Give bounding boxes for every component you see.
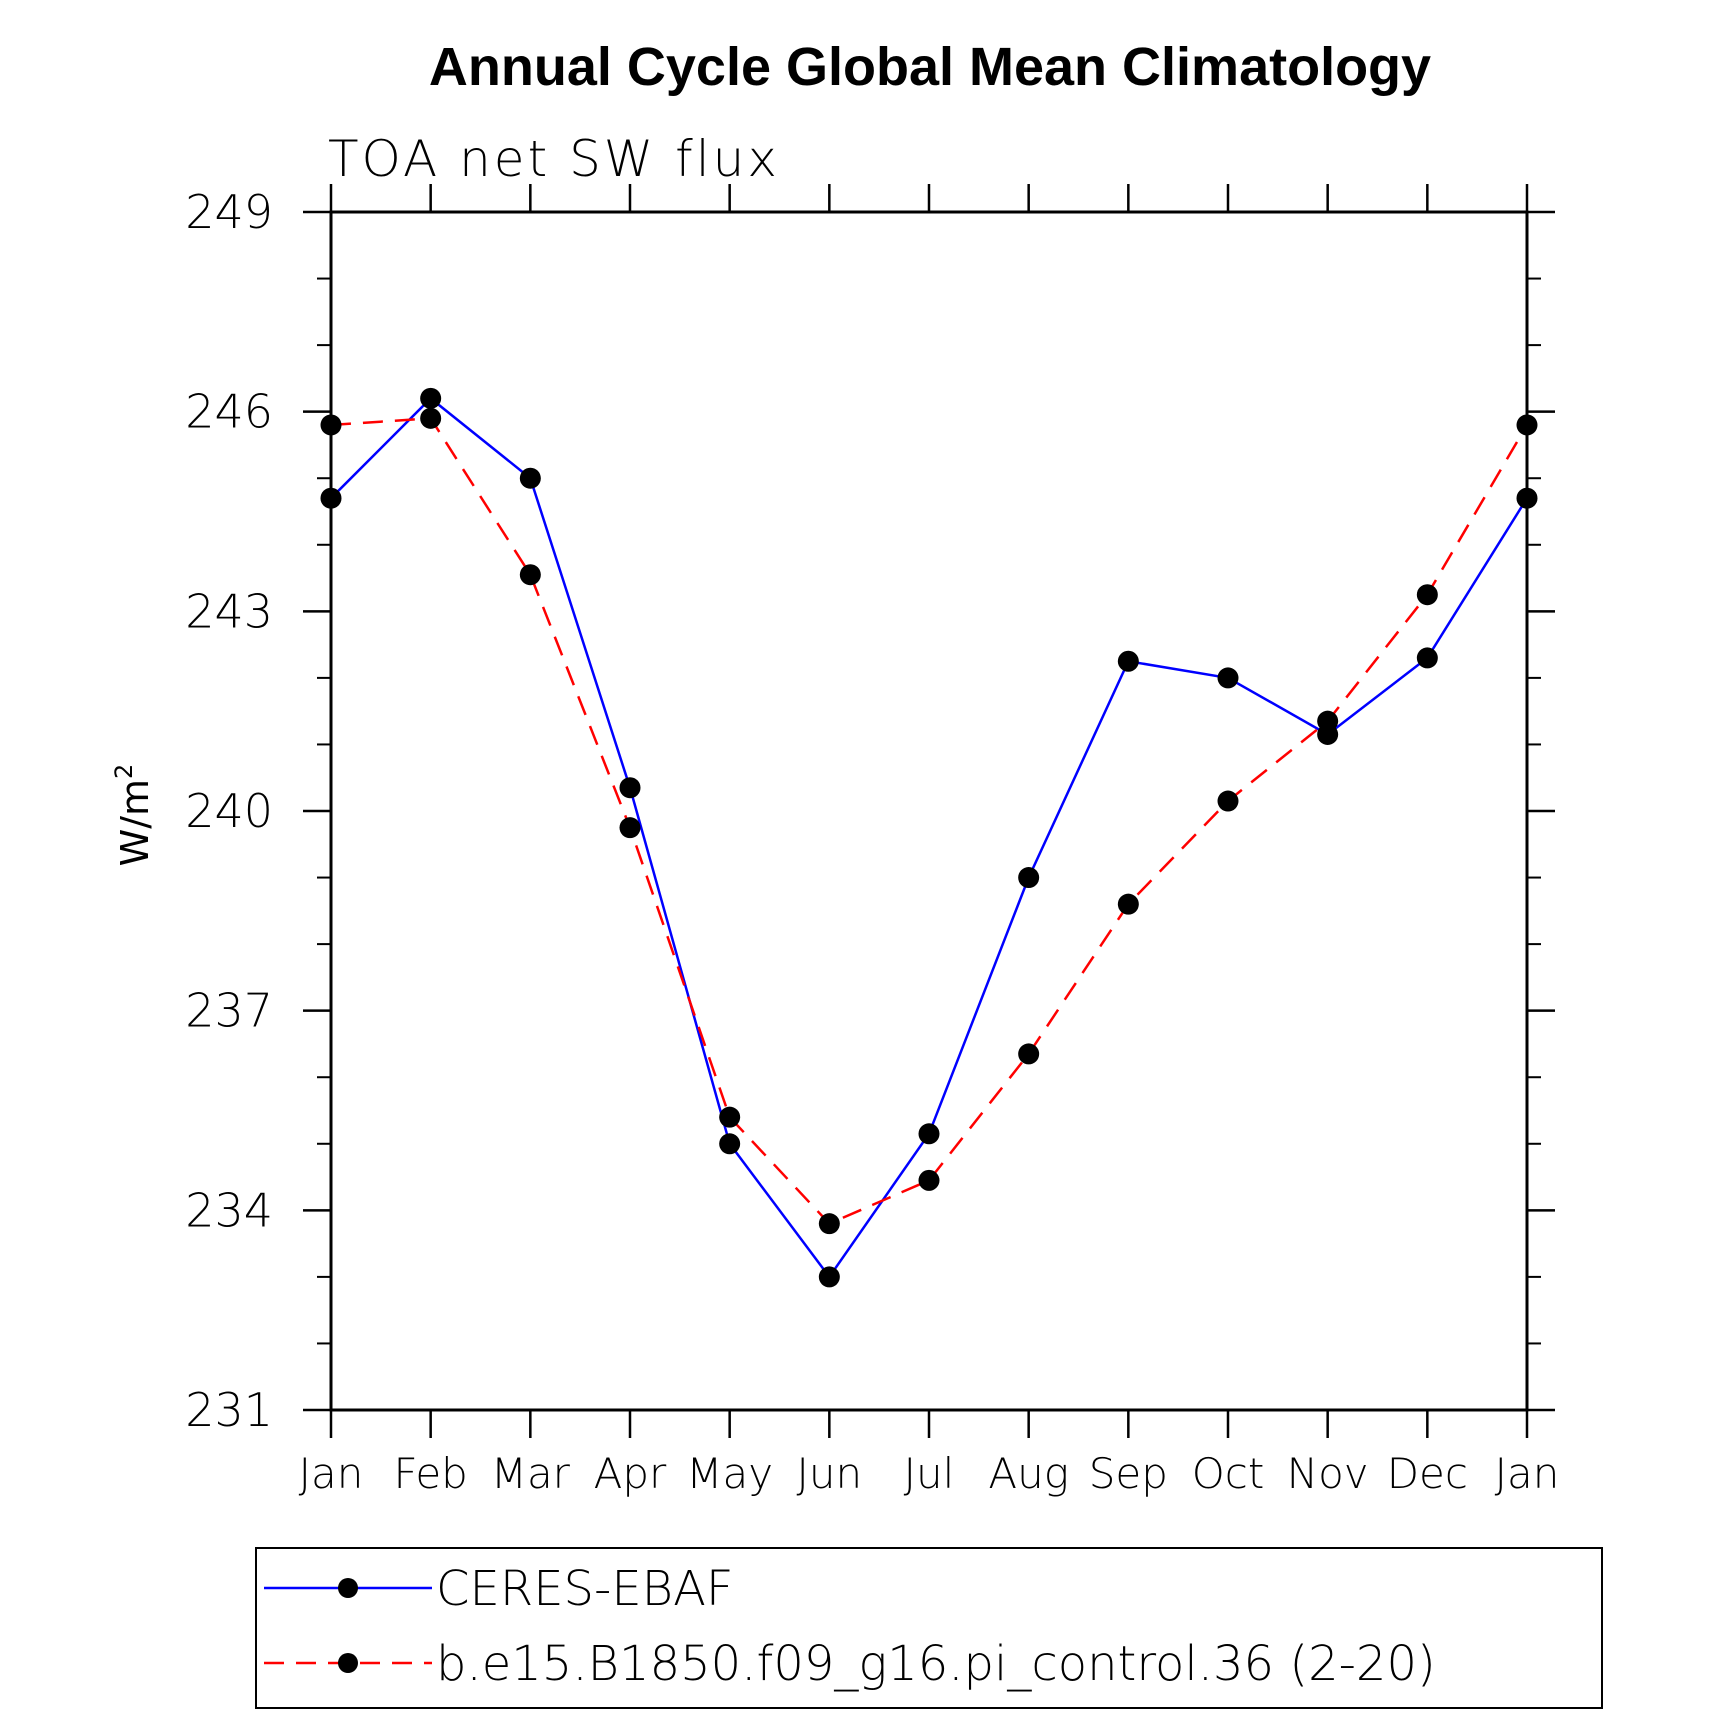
y-tick-label: 237	[185, 984, 273, 1038]
series-line-0	[330, 396, 1529, 1280]
x-tick-label: May	[686, 1449, 773, 1498]
series-1-point	[719, 1106, 741, 1128]
y-axis-label-superscript: 2	[110, 764, 138, 779]
series-0-point	[1117, 650, 1139, 672]
legend-label-model: b.e15.B1850.f09_g16.pi_control.36 (2-20)	[436, 1636, 1436, 1692]
series-layer	[330, 396, 1529, 1280]
x-tick-label: Jul	[904, 1449, 955, 1498]
series-1-point	[1217, 790, 1239, 812]
series-1-point	[619, 817, 641, 839]
series-1-point	[1516, 414, 1538, 436]
y-tick-label: 246	[185, 385, 273, 439]
x-tick-label: Dec	[1387, 1449, 1468, 1498]
y-tick-label: 249	[185, 185, 273, 239]
x-tick-label: Jan	[299, 1449, 364, 1498]
series-0-point	[519, 467, 541, 489]
series-1-point	[420, 407, 442, 429]
series-0-point	[719, 1133, 741, 1155]
ticks-layer: Jan Feb Mar Apr May Jun Jul Aug Sep Oct Nov Dec Jan 2…	[185, 184, 1559, 1498]
series-0-point	[1217, 667, 1239, 689]
series-0-point	[420, 387, 442, 409]
series-1-point	[519, 564, 541, 586]
series-1-point	[1117, 893, 1139, 915]
series-0-point	[1018, 867, 1040, 889]
x-tick-label: Nov	[1287, 1449, 1369, 1498]
y-tick-label: 240	[185, 784, 273, 838]
x-tick-label: Oct	[1192, 1449, 1265, 1498]
series-line-1	[330, 417, 1529, 1226]
series-0-point	[818, 1266, 840, 1288]
y-tick-label: 234	[185, 1183, 273, 1237]
series-0-point	[918, 1123, 940, 1145]
x-tick-label: Feb	[393, 1449, 467, 1498]
chart-title: Annual Cycle Global Mean Climatology	[429, 37, 1431, 97]
y-tick-label: 231	[185, 1383, 273, 1437]
series-1-point	[320, 414, 342, 436]
svg-text:W/m2: W/m2	[110, 764, 157, 867]
series-1-point	[1317, 710, 1339, 732]
legend-box	[255, 1547, 1603, 1709]
x-tick-label: Mar	[491, 1449, 571, 1498]
series-0-point	[1516, 487, 1538, 509]
y-tick-label: 243	[185, 584, 273, 638]
series-1-point	[1018, 1043, 1040, 1065]
legend-marker-model	[338, 1653, 358, 1673]
y-axis-label: W/m2	[110, 764, 157, 867]
plot-frame	[329, 210, 1529, 1412]
series-1-point	[818, 1213, 840, 1235]
axes-layer	[329, 210, 1529, 1412]
series-0-point	[619, 777, 641, 799]
x-tick-label: Apr	[594, 1449, 667, 1498]
legend-label-ceres: CERES-EBAF	[436, 1561, 734, 1617]
series-0-point	[320, 487, 342, 509]
x-tick-label: Sep	[1089, 1449, 1168, 1498]
x-tick-label: Jan	[1495, 1449, 1560, 1498]
series-1-point	[1416, 584, 1438, 606]
y-axis-label-text: W/m	[113, 779, 157, 866]
series-1-point	[918, 1169, 940, 1191]
markers-layer	[320, 387, 1538, 1288]
series-0-point	[1416, 647, 1438, 669]
legend-marker-ceres	[338, 1578, 358, 1598]
x-tick-label: Aug	[988, 1449, 1069, 1498]
x-tick-label: Jun	[797, 1449, 863, 1498]
chart-subtitle: TOA net SW flux	[328, 130, 780, 188]
legend: CERES-EBAF b.e15.B1850.f09_g16.pi_contro…	[255, 1547, 1603, 1709]
